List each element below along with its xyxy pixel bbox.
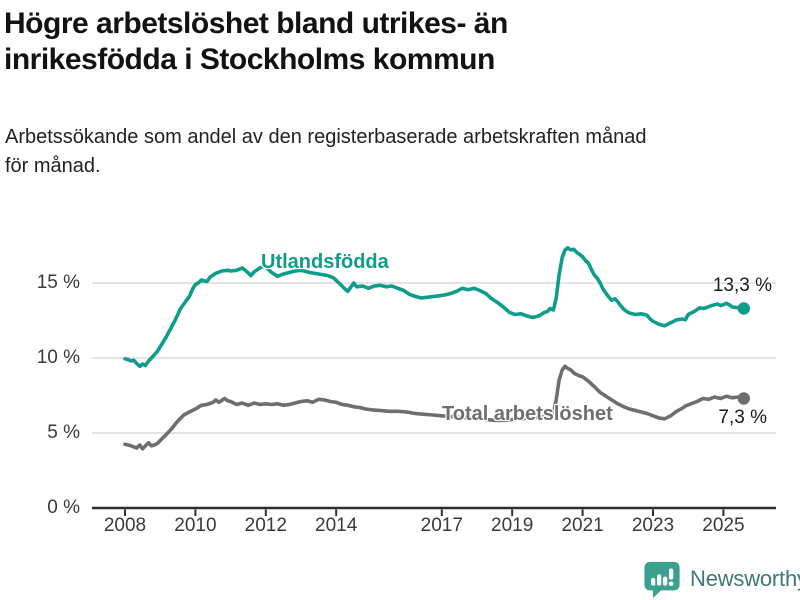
page-title: Högre arbetslöshet bland utrikes- än inri… [4, 6, 724, 78]
title-line-2: inrikesfödda i Stockholms kommun [4, 43, 495, 76]
series-label-total-arbetsloshet: Total arbetslöshet [442, 403, 613, 425]
newsworthy-logo-icon [644, 561, 680, 598]
end-value-label-utlandsfodda: 13,3 % [712, 275, 772, 296]
y-tick-label-5: 5 % [47, 422, 80, 443]
title-line-1: Högre arbetslöshet bland utrikes- än [4, 7, 508, 40]
series-end-dot-total-arbetsloshet [737, 392, 750, 405]
subtitle-line-1: Arbetssökande som andel av den registerb… [5, 126, 647, 148]
series-line-total-arbetsloshet [123, 364, 746, 451]
chart-subtitle: Arbetssökande som andel av den registerb… [5, 123, 765, 181]
end-value-label-total-arbetsloshet: 7,3 % [718, 407, 767, 428]
series-end-dot-utlandsfodda [737, 302, 750, 315]
x-tick-label-2010: 2010 [174, 515, 217, 536]
x-tick-label-2017: 2017 [420, 515, 463, 536]
x-tick-label-2025: 2025 [702, 515, 745, 536]
x-tick-label-2021: 2021 [561, 515, 604, 536]
series-line-utlandsfodda [123, 246, 746, 369]
subtitle-line-2: för månad. [5, 155, 101, 177]
y-tick-label-0: 0 % [47, 497, 80, 518]
x-tick-label-2019: 2019 [491, 515, 534, 536]
x-tick-label-2023: 2023 [631, 515, 675, 536]
x-tick-label-2012: 2012 [244, 515, 287, 536]
newsworthy-brand[interactable]: Newsworthy [643, 560, 800, 598]
y-tick-label-15: 15 % [36, 272, 80, 293]
x-tick-label-2008: 2008 [103, 515, 147, 536]
gridlines [92, 282, 776, 434]
y-tick-label-10: 10 % [36, 347, 80, 368]
series-label-utlandsfodda: Utlandsfödda [261, 251, 389, 273]
brand-name: Newsworthy [690, 566, 800, 591]
logo-bars-icon [651, 568, 674, 587]
x-tick-label-2014: 2014 [315, 515, 358, 536]
